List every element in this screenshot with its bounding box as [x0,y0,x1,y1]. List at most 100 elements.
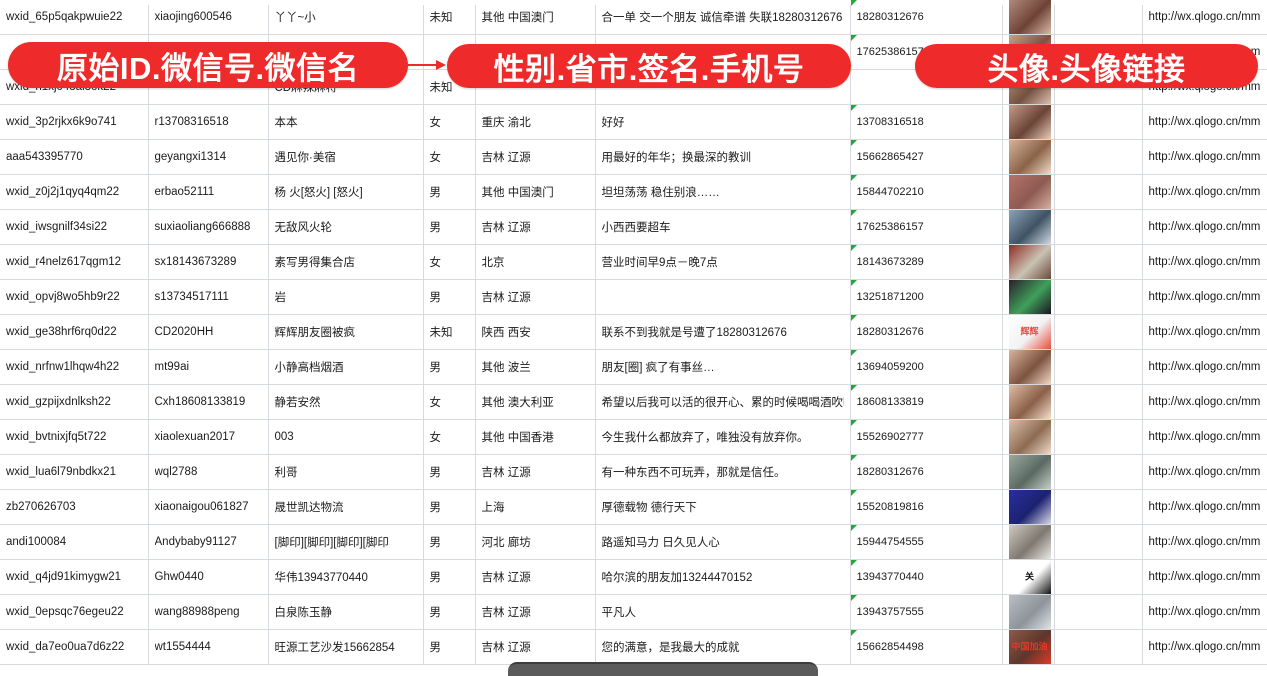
cell-avatar-url[interactable]: http://wx.qlogo.cn/mmhead [1142,489,1267,525]
cell-wechat-name[interactable]: 无敌风火轮 [268,209,424,245]
cell-avatar-url[interactable]: http://wx.qlogo.cn/mmhead [1142,629,1267,665]
cell-region[interactable]: 河北 廊坊 [475,524,596,560]
cell-wechat-id[interactable]: wang88988peng [148,594,269,630]
cell-wechat-id[interactable]: sx18143673289 [148,244,269,280]
cell-signature[interactable]: 今生我什么都放弃了，唯独没有放弃你。 [595,419,851,455]
cell-wechat-name[interactable]: 静若安然 [268,384,424,420]
cell-spacer[interactable] [1054,454,1143,490]
cell-gender[interactable]: 女 [423,244,476,280]
cell-phone[interactable]: 15944754555 [850,524,1003,560]
cell-wechat-id[interactable]: wql2788 [148,454,269,490]
cell-original-id[interactable]: wxid_opvj8wo5hb9r22 [0,279,149,315]
cell-original-id[interactable]: wxid_gzpijxdnlksh22 [0,384,149,420]
cell-signature[interactable]: 用最好的年华；换最深的教训 [595,139,851,175]
cell-gender[interactable]: 男 [423,559,476,595]
table-row[interactable]: wxid_0epsqc76egeu22 wang88988peng 白泉陈玉静 男 吉林… [0,594,1267,630]
table-row[interactable]: aaa543395770 geyangxi1314 遇见你·美宿 女 吉林 辽源 用最好的… [0,139,1267,175]
cell-spacer[interactable] [1054,524,1143,560]
cell-avatar-url[interactable]: http://wx.qlogo.cn/mmhead [1142,244,1267,280]
cell-original-id[interactable]: wxid_3p2rjkx6k9o741 [0,104,149,140]
cell-gender[interactable]: 未知 [423,0,476,35]
cell-signature[interactable]: 路遥知马力 日久见人心 [595,524,851,560]
cell-avatar-url[interactable]: http://wx.qlogo.cn/mmhead [1142,314,1267,350]
table-row[interactable]: wxid_bvtnixjfq5t722 xiaolexuan2017 003 女 其他 … [0,419,1267,455]
cell-phone[interactable]: 17625386157 [850,209,1003,245]
cell-wechat-name[interactable]: 本本 [268,104,424,140]
cell-avatar-url[interactable]: http://wx.qlogo.cn/mmhead [1142,0,1267,35]
cell-avatar-url[interactable]: http://wx.qlogo.cn/mmhead [1142,279,1267,315]
cell-region[interactable]: 吉林 辽源 [475,209,596,245]
table-row[interactable]: wxid_q4jd91kimygw21 Ghw0440 华伟13943770440 男… [0,559,1267,595]
cell-spacer[interactable] [1054,139,1143,175]
cell-original-id[interactable]: wxid_0epsqc76egeu22 [0,594,149,630]
cell-wechat-id[interactable]: Cxh18608133819 [148,384,269,420]
cell-wechat-id[interactable]: xiaojing600546 [148,0,269,35]
cell-original-id[interactable]: wxid_da7eo0ua7d6z22 [0,629,149,665]
cell-wechat-name[interactable]: 小静高档烟酒 [268,349,424,385]
cell-signature[interactable]: 平凡人 [595,594,851,630]
cell-phone[interactable]: 15662854498 [850,629,1003,665]
cell-gender[interactable]: 男 [423,629,476,665]
cell-spacer[interactable] [1054,629,1143,665]
cell-avatar-url[interactable]: http://wx.qlogo.cn/mmhead [1142,209,1267,245]
cell-original-id[interactable]: wxid_ge38hrf6rq0d22 [0,314,149,350]
cell-avatar-url[interactable]: http://wx.qlogo.cn/mmhead [1142,419,1267,455]
cell-avatar[interactable] [1002,594,1055,630]
cell-phone[interactable]: 18280312676 [850,0,1003,35]
cell-original-id[interactable]: zb270626703 [0,489,149,525]
cell-avatar[interactable] [1002,384,1055,420]
cell-signature[interactable]: 有一种东西不可玩弄，那就是信任。 [595,454,851,490]
cell-gender[interactable]: 男 [423,279,476,315]
table-row[interactable]: wxid_lua6l79nbdkx21 wql2788 利哥 男 吉林 辽源 有一种东西不… [0,454,1267,490]
cell-spacer[interactable] [1054,349,1143,385]
table-row[interactable]: wxid_nrfnw1lhqw4h22 mt99ai 小静高档烟酒 男 其他 波兰 朋友[… [0,349,1267,385]
cell-region[interactable]: 陕西 西安 [475,314,596,350]
cell-avatar-url[interactable]: http://wx.qlogo.cn/mmhead [1142,594,1267,630]
cell-signature[interactable]: 希望以后我可以活的很开心、累的时候喝喝酒吹吹[ [595,384,851,420]
cell-phone[interactable]: 15520819816 [850,489,1003,525]
cell-wechat-id[interactable]: mt99ai [148,349,269,385]
cell-avatar[interactable] [1002,0,1055,35]
cell-phone[interactable]: 18143673289 [850,244,1003,280]
cell-signature[interactable]: 您的满意，是我最大的成就 [595,629,851,665]
table-row[interactable]: wxid_ge38hrf6rq0d22 CD2020HH 辉辉朋友圈被疯 未知 陕西 西… [0,314,1267,350]
cell-avatar[interactable] [1002,419,1055,455]
cell-wechat-name[interactable]: 辉辉朋友圈被疯 [268,314,424,350]
table-row[interactable]: zb270626703 xiaonaigou061827 晟世凯达物流 男 上海 厚德载物… [0,489,1267,525]
cell-region[interactable]: 吉林 辽源 [475,139,596,175]
table-row[interactable]: wxid_3p2rjkx6k9o741 r13708316518 本本 女 重庆 渝北 好… [0,104,1267,140]
cell-region[interactable]: 吉林 辽源 [475,559,596,595]
cell-signature[interactable]: 哈尔滨的朋友加13244470152 [595,559,851,595]
cell-avatar[interactable] [1002,489,1055,525]
cell-gender[interactable]: 女 [423,384,476,420]
cell-region[interactable]: 上海 [475,489,596,525]
cell-spacer[interactable] [1054,104,1143,140]
cell-avatar-url[interactable]: http://wx.qlogo.cn/mmhead [1142,454,1267,490]
cell-wechat-name[interactable]: 旺源工艺沙发15662854 [268,629,424,665]
cell-avatar[interactable]: 中国加油 [1002,629,1055,665]
cell-original-id[interactable]: wxid_q4jd91kimygw21 [0,559,149,595]
cell-region[interactable]: 其他 中国澳门 [475,0,596,35]
cell-original-id[interactable]: wxid_65p5qakpwuie22 [0,0,149,35]
cell-wechat-id[interactable]: wt1554444 [148,629,269,665]
cell-wechat-name[interactable]: 003 [268,419,424,455]
cell-gender[interactable]: 男 [423,524,476,560]
cell-wechat-id[interactable]: suxiaoliang666888 [148,209,269,245]
cell-gender[interactable]: 男 [423,209,476,245]
cell-phone[interactable]: 15662865427 [850,139,1003,175]
cell-avatar[interactable] [1002,349,1055,385]
cell-spacer[interactable] [1054,279,1143,315]
cell-wechat-name[interactable]: 白泉陈玉静 [268,594,424,630]
cell-avatar[interactable] [1002,209,1055,245]
cell-gender[interactable]: 男 [423,349,476,385]
cell-signature[interactable]: 小西西要超车 [595,209,851,245]
cell-gender[interactable]: 男 [423,454,476,490]
cell-avatar[interactable] [1002,454,1055,490]
cell-region[interactable]: 其他 中国香港 [475,419,596,455]
cell-avatar[interactable]: 关 [1002,559,1055,595]
cell-signature[interactable]: 坦坦荡荡 稳住别浪…… [595,174,851,210]
cell-gender[interactable]: 女 [423,419,476,455]
cell-original-id[interactable]: andi100084 [0,524,149,560]
cell-avatar-url[interactable]: http://wx.qlogo.cn/mmhead [1142,524,1267,560]
